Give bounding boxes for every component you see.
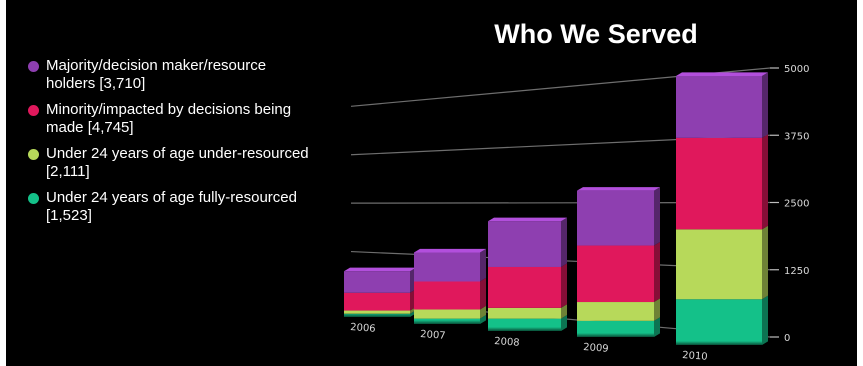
legend-label: Minority/impacted by decisions being mad… [46, 101, 292, 136]
y-axis: 5000 3750 2500 1250 0 [770, 64, 809, 344]
legend-item-minority-impacted-by-decisions-being-made: Minority/impacted by decisions being mad… [28, 101, 318, 137]
y-tick-label: 0 [784, 333, 790, 344]
bar-top-face [676, 72, 768, 76]
bar-segment-minority-impacted-by-decisions-being-made-2007 [414, 281, 480, 310]
bar-side-face [762, 134, 768, 230]
bar-shadow [414, 320, 480, 324]
bar-shadow [344, 313, 410, 317]
bar-top-face [414, 248, 486, 253]
bars [344, 72, 768, 345]
legend-swatch [28, 149, 39, 160]
bar-2006 [344, 267, 416, 317]
legend-swatch [28, 105, 39, 116]
bar-side-face [762, 225, 768, 300]
bar-segment-under-24-years-of-age-under-resourced-2006 [344, 310, 410, 314]
bar-side-face [654, 317, 660, 337]
bar-side-face [654, 187, 660, 246]
bar-segment-majority-decision-maker-resource-holders-2006 [344, 271, 410, 293]
x-category-label: 2009 [583, 342, 609, 355]
bar-top-face [344, 267, 416, 272]
bar-shadow [488, 327, 561, 331]
bar-top-face [488, 217, 567, 222]
y-tick-label: 5000 [784, 64, 809, 75]
bar-segment-majority-decision-maker-resource-holders-2009 [577, 190, 654, 246]
bar-side-face [480, 277, 486, 310]
bar-segment-majority-decision-maker-resource-holders-2008 [488, 221, 561, 267]
bar-2008 [488, 217, 567, 331]
bar-side-face [762, 295, 768, 345]
chart-slide: Who We Served Majority/decision maker/re… [6, 0, 857, 366]
bar-shadow [676, 341, 762, 345]
bar-side-face [762, 72, 768, 138]
legend-item-under-24-years-of-age-fully-resourced: Under 24 years of age fully-resourced [1… [28, 189, 318, 225]
bar-side-face [561, 315, 567, 331]
bar-segment-under-24-years-of-age-under-resourced-2009 [577, 302, 654, 321]
x-category-label: 2007 [420, 329, 446, 342]
category-labels: 2006 2007 2008 2009 2010 [350, 322, 708, 363]
bar-segment-under-24-years-of-age-fully-resourced-2010 [676, 299, 762, 345]
stacked-bar-chart: 5000 3750 2500 1250 0 2006 2007 2008 2009 2010 [344, 64, 809, 363]
bar-side-face [561, 263, 567, 308]
y-tick-label: 1250 [784, 266, 809, 277]
bar-side-face [561, 304, 567, 319]
bar-side-face [480, 315, 486, 324]
bar-2010 [676, 72, 768, 345]
bar-segment-minority-impacted-by-decisions-being-made-2009 [577, 245, 654, 303]
chart-legend: Majority/decision maker/resource holders… [28, 57, 318, 233]
bar-side-face [654, 298, 660, 321]
chart-title: Who We Served [494, 19, 698, 49]
bar-side-face [480, 248, 486, 282]
bar-segment-minority-impacted-by-decisions-being-made-2008 [488, 266, 561, 308]
legend-item-majority-decision-maker-resource-holders: Majority/decision maker/resource holders… [28, 57, 318, 93]
bar-2009 [577, 187, 660, 337]
bar-shadow [577, 333, 654, 337]
legend-label: Under 24 years of age fully-resourced [1… [46, 189, 297, 224]
bar-top-face [577, 187, 660, 191]
bar-segment-minority-impacted-by-decisions-being-made-2010 [676, 137, 762, 230]
legend-swatch [28, 61, 39, 72]
legend-item-under-24-years-of-age-under-resourced: Under 24 years of age under-resourced [2… [28, 145, 318, 181]
bar-side-face [561, 217, 567, 267]
bar-segment-under-24-years-of-age-fully-resourced-2009 [577, 320, 654, 337]
bar-segment-under-24-years-of-age-under-resourced-2010 [676, 229, 762, 300]
y-tick-label: 2500 [784, 199, 809, 210]
bar-segment-under-24-years-of-age-under-resourced-2007 [414, 309, 480, 319]
bar-2007 [414, 248, 486, 324]
legend-label: Majority/decision maker/resource holders… [46, 57, 267, 92]
bar-segment-minority-impacted-by-decisions-being-made-2006 [344, 292, 410, 311]
bar-side-face [480, 305, 486, 319]
bar-segment-majority-decision-maker-resource-holders-2007 [414, 252, 480, 282]
legend-swatch [28, 193, 39, 204]
bar-segment-majority-decision-maker-resource-holders-2010 [676, 76, 762, 138]
y-tick-label: 3750 [784, 131, 809, 142]
legend-label: Under 24 years of age under-resourced [2… [46, 145, 309, 180]
x-category-label: 2010 [682, 350, 708, 363]
x-category-label: 2006 [350, 322, 376, 335]
x-category-label: 2008 [494, 336, 520, 349]
bar-side-face [654, 241, 660, 303]
bar-segment-under-24-years-of-age-under-resourced-2008 [488, 307, 561, 319]
